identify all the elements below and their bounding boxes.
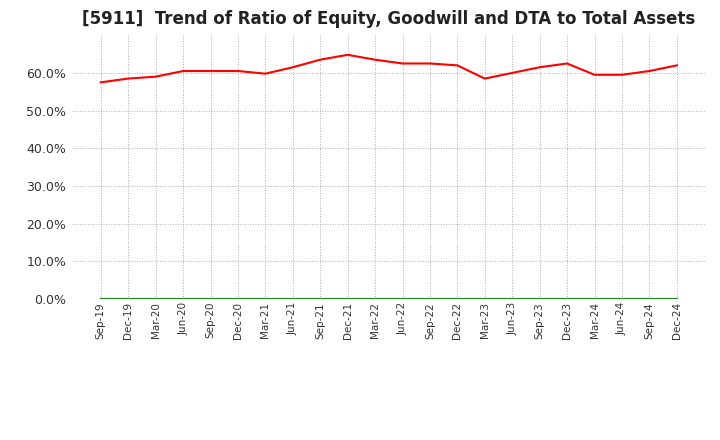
Goodwill xyxy=(672,297,681,302)
Equity xyxy=(672,63,681,68)
Line: Equity: Equity xyxy=(101,55,677,82)
Equity xyxy=(645,68,654,73)
Equity xyxy=(289,65,297,70)
Equity xyxy=(536,65,544,70)
Equity xyxy=(96,80,105,85)
Deferred Tax Assets xyxy=(316,297,325,302)
Goodwill xyxy=(179,297,187,302)
Equity xyxy=(480,76,489,81)
Goodwill xyxy=(480,297,489,302)
Deferred Tax Assets xyxy=(179,297,187,302)
Equity xyxy=(316,57,325,62)
Deferred Tax Assets xyxy=(261,297,270,302)
Deferred Tax Assets xyxy=(536,297,544,302)
Goodwill xyxy=(289,297,297,302)
Equity xyxy=(206,68,215,73)
Goodwill xyxy=(371,297,379,302)
Deferred Tax Assets xyxy=(371,297,379,302)
Goodwill xyxy=(96,297,105,302)
Goodwill xyxy=(536,297,544,302)
Goodwill xyxy=(453,297,462,302)
Goodwill xyxy=(316,297,325,302)
Equity xyxy=(590,72,599,77)
Goodwill xyxy=(618,297,626,302)
Goodwill xyxy=(206,297,215,302)
Deferred Tax Assets xyxy=(398,297,407,302)
Equity xyxy=(371,57,379,62)
Goodwill xyxy=(151,297,160,302)
Goodwill xyxy=(124,297,132,302)
Deferred Tax Assets xyxy=(96,297,105,302)
Equity xyxy=(398,61,407,66)
Deferred Tax Assets xyxy=(289,297,297,302)
Goodwill xyxy=(233,297,242,302)
Goodwill xyxy=(590,297,599,302)
Deferred Tax Assets xyxy=(618,297,626,302)
Deferred Tax Assets xyxy=(672,297,681,302)
Goodwill xyxy=(398,297,407,302)
Deferred Tax Assets xyxy=(151,297,160,302)
Equity xyxy=(179,68,187,73)
Equity xyxy=(343,52,352,58)
Equity xyxy=(508,70,516,76)
Deferred Tax Assets xyxy=(343,297,352,302)
Deferred Tax Assets xyxy=(124,297,132,302)
Deferred Tax Assets xyxy=(426,297,434,302)
Equity xyxy=(563,61,572,66)
Deferred Tax Assets xyxy=(233,297,242,302)
Goodwill xyxy=(508,297,516,302)
Goodwill xyxy=(645,297,654,302)
Deferred Tax Assets xyxy=(645,297,654,302)
Equity xyxy=(261,71,270,76)
Equity xyxy=(453,63,462,68)
Equity xyxy=(124,76,132,81)
Equity xyxy=(151,74,160,79)
Title: [5911]  Trend of Ratio of Equity, Goodwill and DTA to Total Assets: [5911] Trend of Ratio of Equity, Goodwil… xyxy=(82,10,696,28)
Equity xyxy=(618,72,626,77)
Equity xyxy=(233,68,242,73)
Goodwill xyxy=(563,297,572,302)
Deferred Tax Assets xyxy=(480,297,489,302)
Deferred Tax Assets xyxy=(590,297,599,302)
Goodwill xyxy=(261,297,270,302)
Goodwill xyxy=(343,297,352,302)
Equity xyxy=(426,61,434,66)
Deferred Tax Assets xyxy=(563,297,572,302)
Goodwill xyxy=(426,297,434,302)
Deferred Tax Assets xyxy=(508,297,516,302)
Deferred Tax Assets xyxy=(453,297,462,302)
Deferred Tax Assets xyxy=(206,297,215,302)
